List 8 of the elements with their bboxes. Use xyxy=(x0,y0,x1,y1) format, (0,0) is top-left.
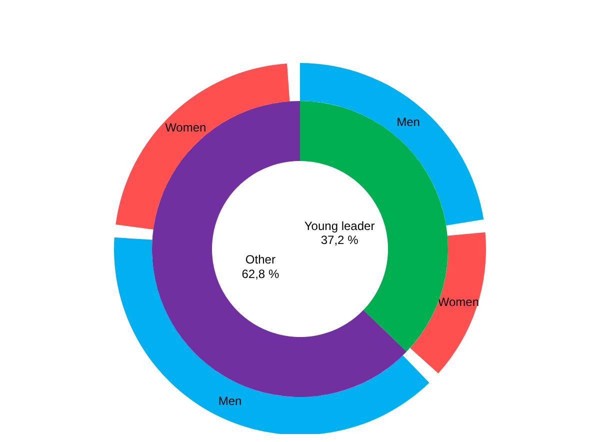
slice-label: Men xyxy=(218,394,242,408)
data-label: 62,8 % xyxy=(242,266,280,281)
slice-label: Men xyxy=(396,115,420,130)
slice-label: Women xyxy=(165,120,206,134)
slice-label: Other xyxy=(245,252,276,266)
data-label: 37,2 % xyxy=(320,233,359,248)
slice-label: Young leader xyxy=(304,218,375,233)
slice-label: Women xyxy=(438,294,480,309)
